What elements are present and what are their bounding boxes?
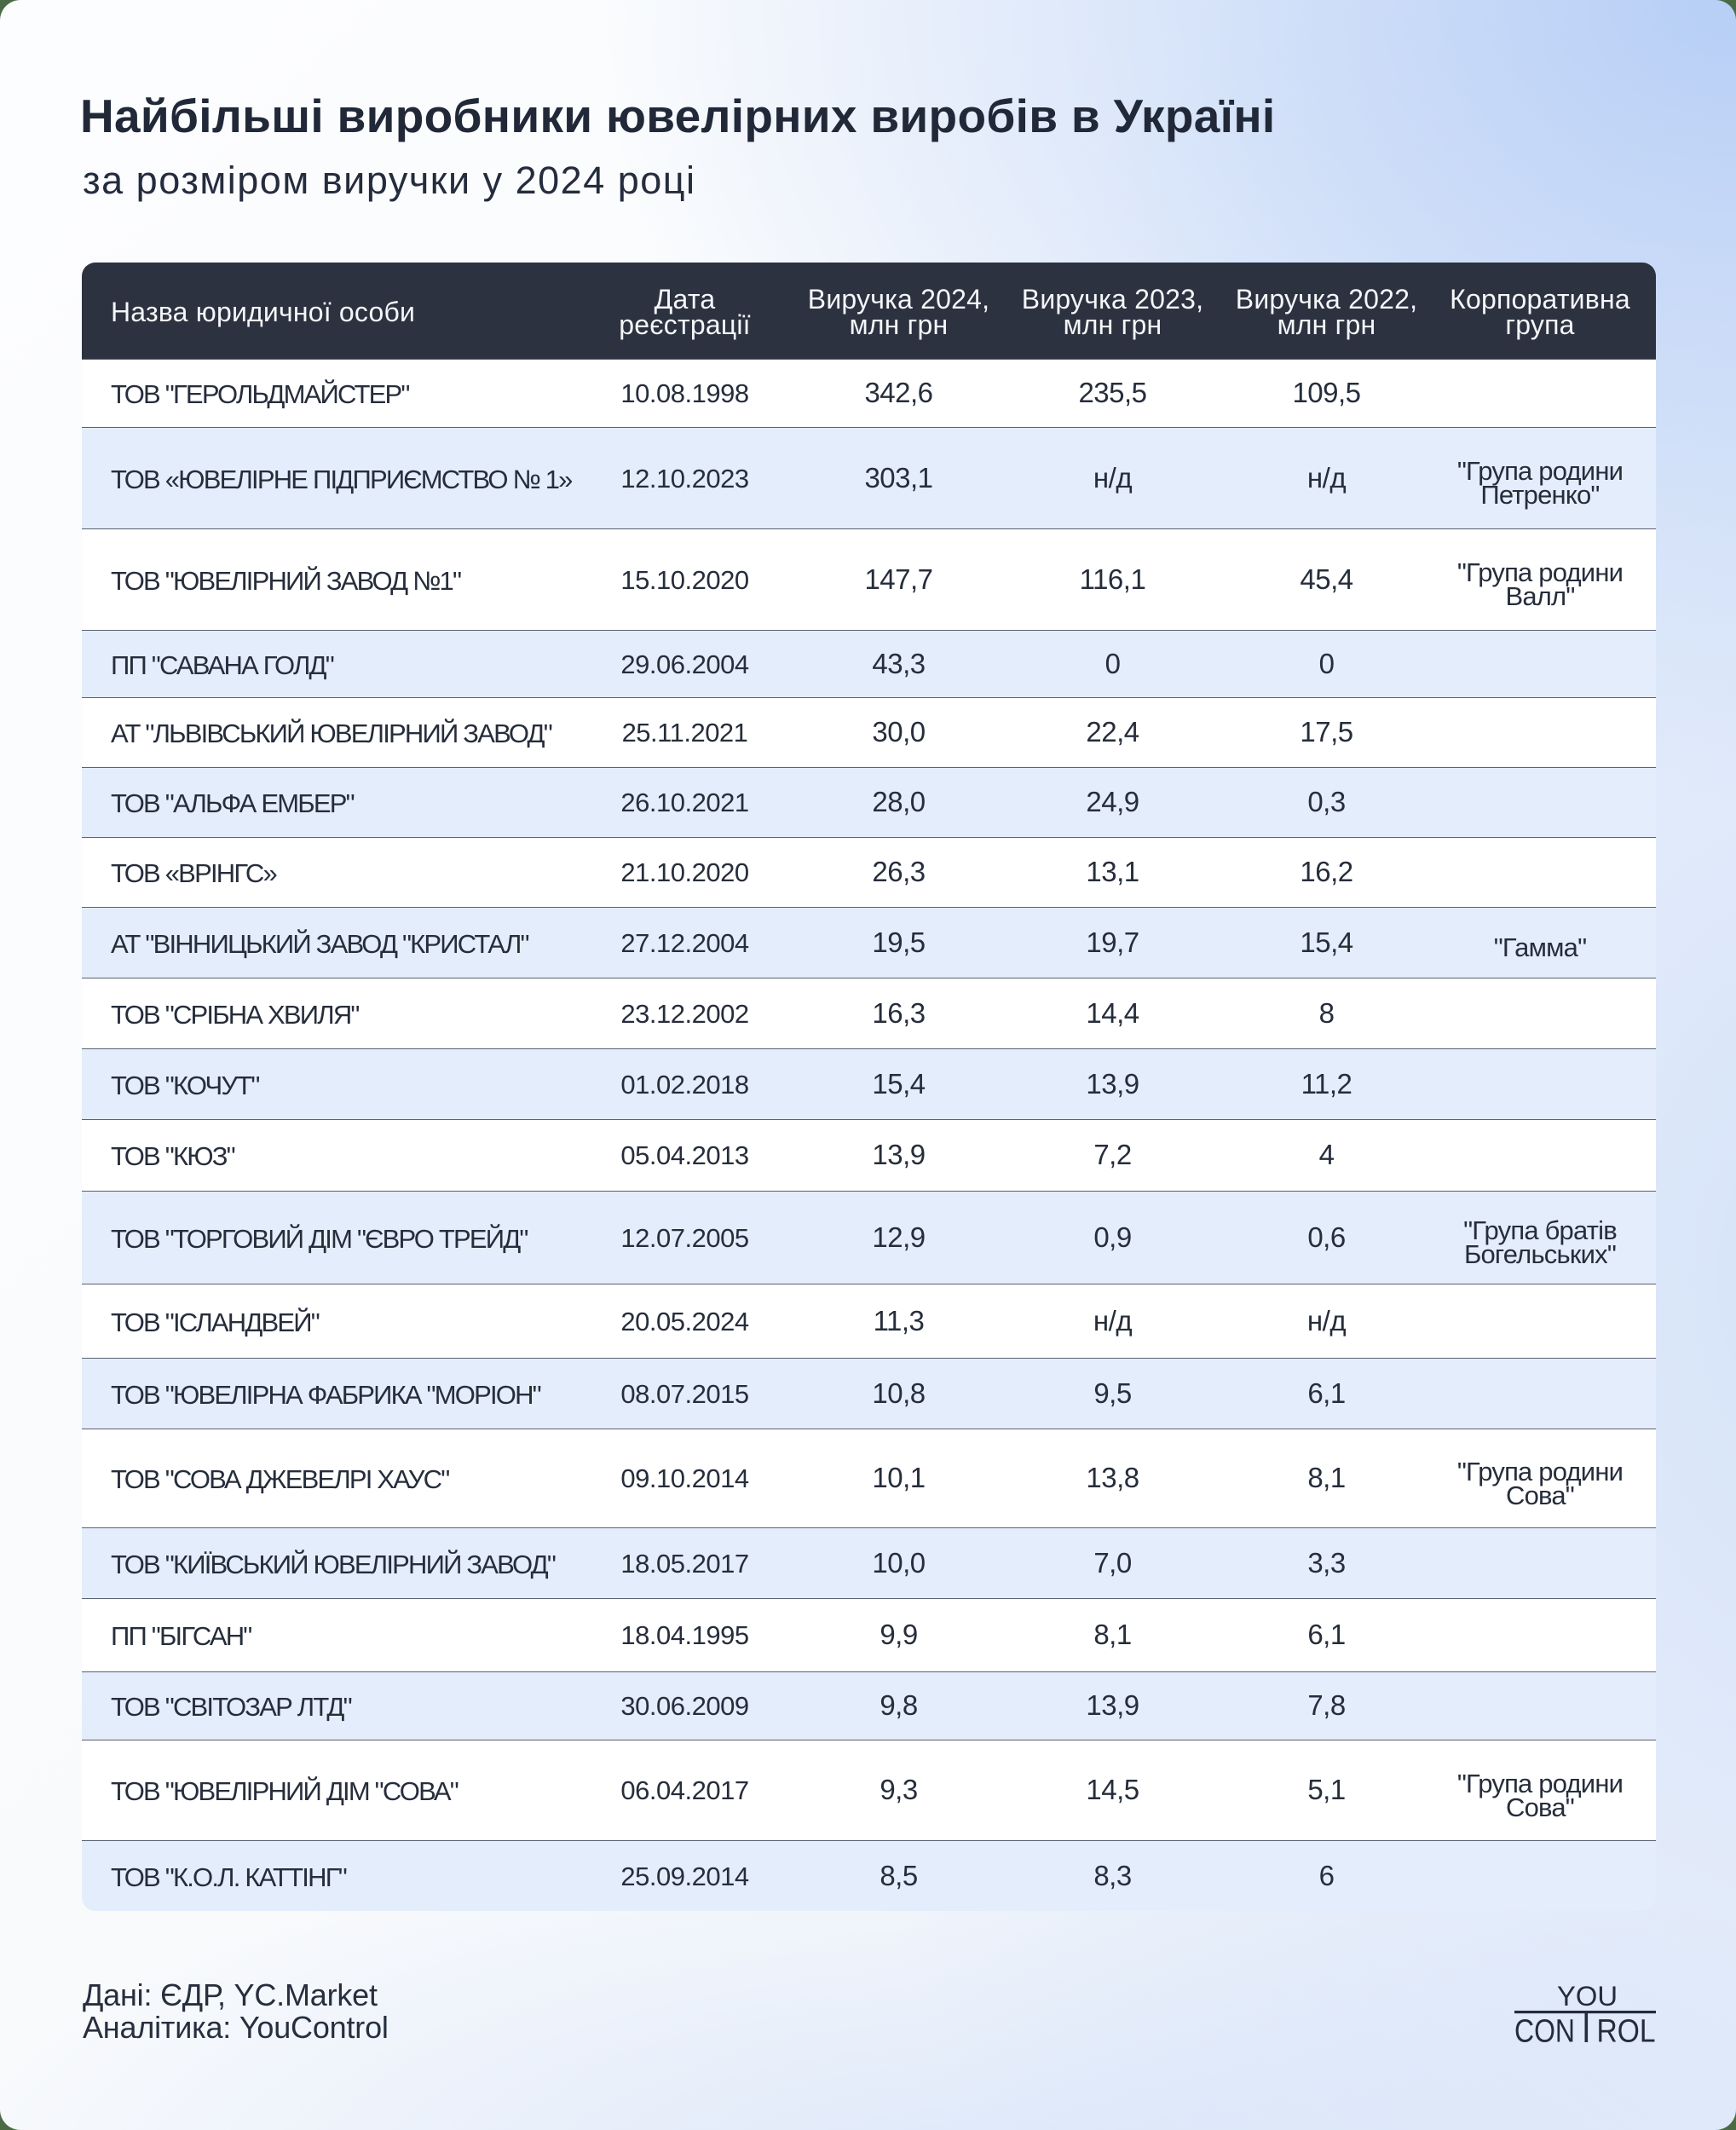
svg-text:ROL: ROL (1597, 2014, 1656, 2046)
svg-text:YOU: YOU (1557, 1981, 1618, 2012)
svg-text:CON: CON (1514, 2014, 1575, 2046)
